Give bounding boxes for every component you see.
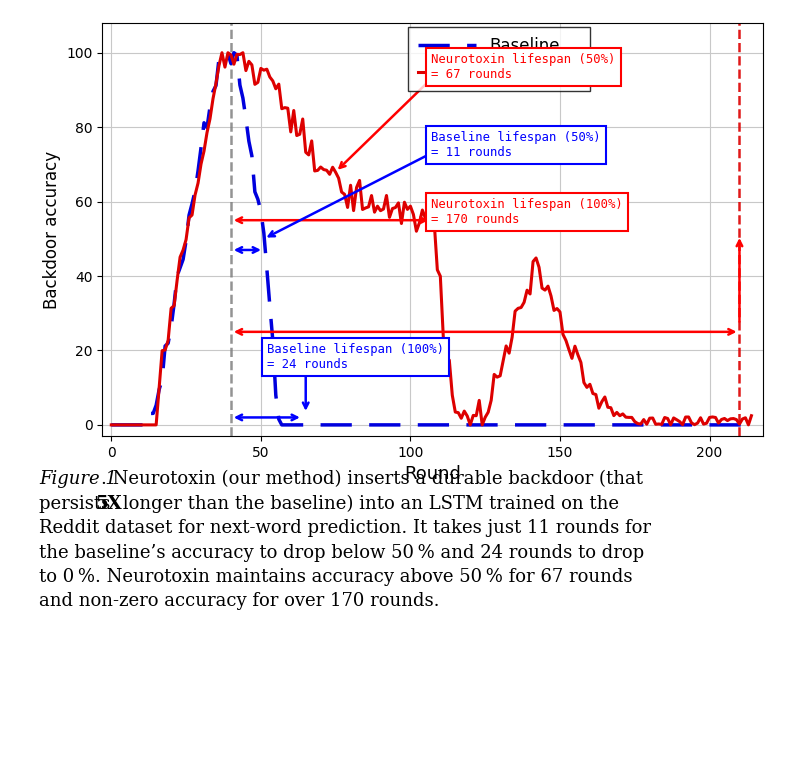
Text: Baseline lifespan (50%)
= 11 rounds: Baseline lifespan (50%) = 11 rounds (431, 131, 601, 159)
Neurotoxin (364, 202, 373, 211)
Baseline (747, 420, 756, 429)
Text: longer than the baseline) into an LSTM trained on the: longer than the baseline) into an LSTM t… (117, 495, 619, 513)
Text: Neurotoxin lifespan (50%)
= 67 rounds: Neurotoxin lifespan (50%) = 67 rounds (431, 53, 615, 81)
Baseline (331, 420, 340, 429)
Text: . Neurotoxin (our method) inserts a durable backdoor (that: . Neurotoxin (our method) inserts a dura… (101, 470, 643, 489)
Baseline (594, 420, 604, 429)
Text: Figure 1: Figure 1 (39, 470, 117, 489)
Neurotoxin (217, 48, 227, 57)
Neurotoxin (142, 420, 152, 429)
Text: and non-zero accuracy for over 170 rounds.: and non-zero accuracy for over 170 round… (39, 592, 440, 610)
Text: Baseline lifespan (100%)
= 24 rounds: Baseline lifespan (100%) = 24 rounds (267, 343, 444, 371)
Neurotoxin (106, 420, 116, 429)
Neurotoxin (594, 404, 604, 413)
Text: persists: persists (39, 495, 116, 513)
X-axis label: Round: Round (405, 465, 461, 483)
Line: Neurotoxin: Neurotoxin (111, 53, 752, 425)
Text: Reddit dataset for next-word prediction. It takes just 11 rounds for: Reddit dataset for next-word prediction.… (39, 519, 652, 537)
Baseline (142, 420, 152, 429)
Baseline (184, 210, 194, 220)
Baseline (106, 420, 116, 429)
Neurotoxin (331, 168, 340, 177)
Text: the baseline’s accuracy to drop below 50 % and 24 rounds to drop: the baseline’s accuracy to drop below 50… (39, 544, 645, 562)
Legend: Baseline, Neurotoxin: Baseline, Neurotoxin (408, 27, 590, 92)
Neurotoxin (747, 411, 756, 420)
Text: 5X: 5X (95, 495, 122, 513)
Y-axis label: Backdoor accuracy: Backdoor accuracy (42, 151, 61, 308)
Neurotoxin (292, 131, 301, 140)
Line: Baseline: Baseline (111, 53, 752, 425)
Baseline (220, 48, 230, 57)
Baseline (292, 420, 301, 429)
Neurotoxin (184, 213, 194, 223)
Text: Neurotoxin lifespan (100%)
= 170 rounds: Neurotoxin lifespan (100%) = 170 rounds (431, 198, 623, 226)
Text: to 0 %. Neurotoxin maintains accuracy above 50 % for 67 rounds: to 0 %. Neurotoxin maintains accuracy ab… (39, 568, 633, 586)
Baseline (364, 420, 373, 429)
